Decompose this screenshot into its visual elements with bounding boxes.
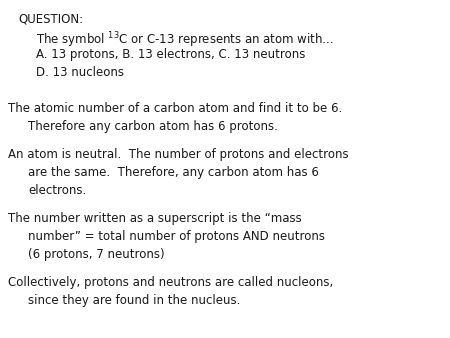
Text: D. 13 nucleons: D. 13 nucleons	[36, 66, 124, 79]
Text: Therefore any carbon atom has 6 protons.: Therefore any carbon atom has 6 protons.	[28, 120, 278, 133]
Text: A. 13 protons, B. 13 electrons, C. 13 neutrons: A. 13 protons, B. 13 electrons, C. 13 ne…	[36, 48, 306, 61]
Text: electrons.: electrons.	[28, 184, 86, 197]
Text: The symbol $^{13}$C or C-13 represents an atom with…: The symbol $^{13}$C or C-13 represents a…	[36, 30, 334, 50]
Text: An atom is neutral.  The number of protons and electrons: An atom is neutral. The number of proton…	[8, 148, 349, 161]
Text: QUESTION:: QUESTION:	[18, 12, 83, 25]
Text: number” = total number of protons AND neutrons: number” = total number of protons AND ne…	[28, 230, 325, 243]
Text: are the same.  Therefore, any carbon atom has 6: are the same. Therefore, any carbon atom…	[28, 166, 319, 179]
Text: (6 protons, 7 neutrons): (6 protons, 7 neutrons)	[28, 248, 165, 261]
Text: The number written as a superscript is the “mass: The number written as a superscript is t…	[8, 212, 302, 225]
Text: The atomic number of a carbon atom and find it to be 6.: The atomic number of a carbon atom and f…	[8, 102, 342, 115]
Text: Collectively, protons and neutrons are called nucleons,: Collectively, protons and neutrons are c…	[8, 276, 333, 289]
Text: since they are found in the nucleus.: since they are found in the nucleus.	[28, 294, 240, 307]
